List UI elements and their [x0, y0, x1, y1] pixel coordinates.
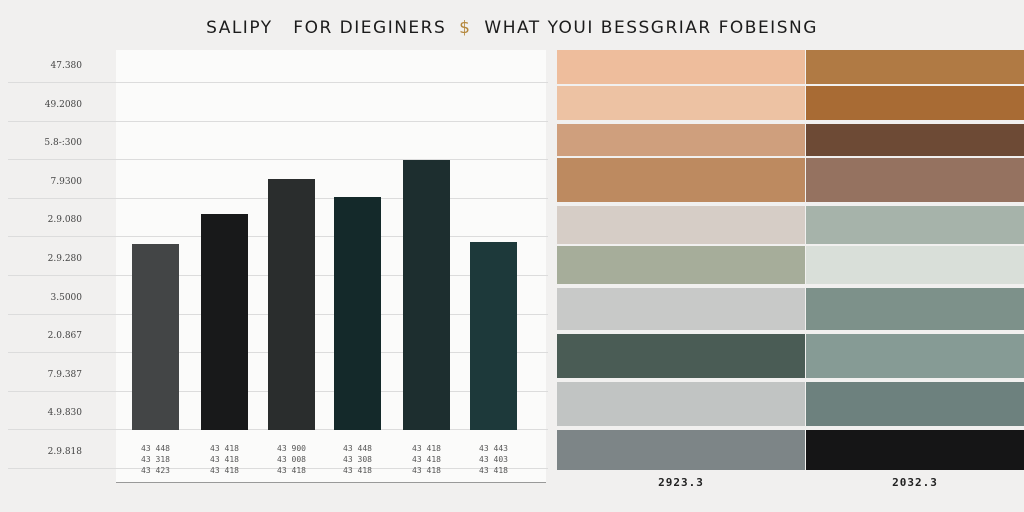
- bar-category-label: 43 418 43 418 43 418: [210, 444, 239, 475]
- bar: [470, 242, 517, 430]
- chart-title: SALIPY FOR DIEGINERS $ WHAT YOUI BESSGRI…: [0, 18, 1024, 38]
- bar-category-label: 43 443 43 403 43 418: [479, 444, 508, 475]
- y-tick-label: 5.8-:300: [44, 138, 82, 149]
- bar: [268, 179, 315, 430]
- y-axis: 47.380 49.2080 5.8-:300 7.9300 2.9.080 2.9.28…: [0, 0, 548, 512]
- color-swatch: [806, 334, 1024, 378]
- bar: [132, 244, 179, 430]
- palette-label: 2923.3: [658, 476, 704, 489]
- color-swatch: [806, 158, 1024, 202]
- y-tick-label: 2.9.280: [47, 254, 82, 264]
- y-tick-label: 2.9.818: [47, 447, 82, 457]
- color-swatch: [557, 288, 805, 330]
- color-swatch: [557, 246, 805, 284]
- bar-category-label: 43 448 43 318 43 423: [141, 444, 170, 475]
- palette-label: 2032.3: [892, 476, 938, 489]
- color-swatch: [806, 86, 1024, 120]
- bar-category-label: 43 448 43 308 43 418: [343, 444, 372, 475]
- color-swatch: [557, 124, 805, 156]
- bar-category-label: 43 418 43 418 43 418: [412, 444, 441, 475]
- bar: [403, 160, 450, 430]
- gridline: [8, 120, 548, 122]
- color-swatch: [806, 124, 1024, 156]
- color-swatch: [557, 50, 805, 84]
- color-swatch: [557, 334, 805, 378]
- title-separator: $: [459, 18, 472, 38]
- color-swatch: [806, 430, 1024, 470]
- y-tick-label: 4.9.830: [47, 408, 82, 419]
- color-swatch: [557, 430, 805, 470]
- color-swatch: [557, 86, 805, 120]
- color-swatch: [806, 382, 1024, 426]
- color-swatch: [806, 246, 1024, 284]
- color-swatch: [557, 382, 805, 426]
- color-swatch: [806, 206, 1024, 244]
- title-left: SALIPY: [206, 18, 273, 38]
- y-tick-label: 47.380: [50, 61, 83, 71]
- title-right: WHAT YOUI BESSGRIAR FOBEISNG: [484, 18, 818, 38]
- y-tick-label: 2.9.080: [47, 215, 82, 226]
- y-tick-label: 3.5000: [50, 292, 83, 303]
- bar: [334, 197, 381, 430]
- gridline: [8, 468, 548, 469]
- y-tick-label: 2.0.867: [47, 331, 82, 342]
- y-tick-label: 49.2080: [44, 99, 82, 110]
- color-swatch: [557, 158, 805, 202]
- bar: [201, 214, 248, 430]
- color-swatch: [557, 206, 805, 244]
- gridline: [8, 82, 548, 83]
- gridline: [8, 159, 548, 161]
- bar-category-label: 43 900 43 008 43 418: [277, 444, 306, 475]
- color-swatch: [806, 50, 1024, 84]
- title-middle: FOR DIEGINERS: [293, 18, 447, 38]
- color-swatch: [806, 288, 1024, 330]
- y-tick-label: 7.9300: [50, 176, 83, 187]
- y-tick-label: 7.9.387: [47, 369, 82, 380]
